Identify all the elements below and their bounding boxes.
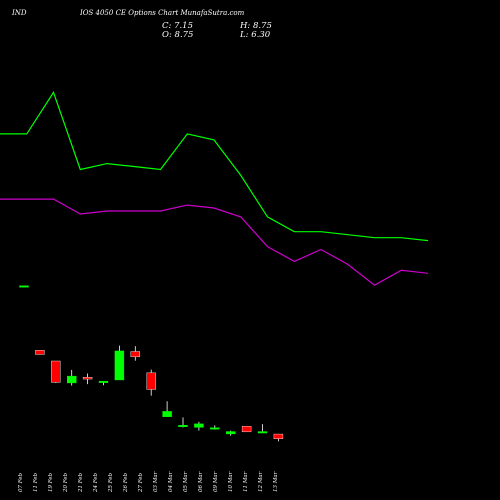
candle-body [35, 350, 45, 355]
candle-body [130, 351, 141, 358]
candles [19, 285, 284, 442]
x-tick-label: 10 Mar [228, 471, 234, 492]
open-readout: O: 8.75 [162, 30, 193, 40]
candle [241, 426, 252, 433]
x-tick-label: 11 Feb [33, 472, 39, 492]
candle-body [146, 372, 156, 390]
title-right: IOS 4050 CE Options Chart MunafaSutra.co… [79, 9, 245, 17]
x-tick-label: 07 Feb [18, 472, 24, 492]
x-tick-label: 09 Mar [213, 471, 219, 492]
candle-body [82, 377, 93, 380]
candle-body [66, 375, 77, 384]
ma-slow-line [0, 198, 429, 286]
x-tick-label: 20 Feb [63, 472, 69, 493]
x-tick-label: 24 Feb [93, 472, 99, 493]
candle-body [210, 427, 220, 430]
candle [130, 346, 141, 361]
candle [98, 380, 109, 386]
candle-body [273, 433, 284, 440]
candle-body [241, 426, 252, 433]
candle [178, 417, 188, 428]
low-readout: L: 6.30 [239, 30, 271, 40]
x-tick-label: 04 Mar [168, 471, 174, 492]
candle-body [98, 380, 109, 383]
candle [210, 425, 220, 430]
high-readout: H: 8.75 [239, 21, 272, 31]
x-tick-label: 19 Feb [48, 472, 54, 492]
title-left: IND [11, 9, 27, 17]
x-tick-label: 26 Feb [123, 472, 129, 493]
candle-body [194, 423, 204, 428]
x-tick-label: 12 Mar [258, 471, 264, 492]
candle [273, 433, 284, 442]
candle [35, 350, 45, 355]
candle-body [162, 411, 172, 417]
x-axis-ticks: 07 Feb 11 Feb 19 Feb 20 Feb 21 Feb 24 Feb 25 F… [18, 471, 279, 493]
candle-body [114, 350, 125, 381]
candle [146, 369, 156, 396]
x-tick-label: 21 Feb [78, 472, 84, 493]
x-tick-label: 25 Feb [108, 472, 114, 493]
candle [66, 369, 77, 386]
x-tick-label: 11 Mar [243, 471, 249, 492]
candle-body [257, 431, 268, 434]
candle [257, 424, 268, 434]
candle [162, 401, 172, 417]
x-tick-label: 13 Mar [273, 471, 279, 492]
x-tick-label: 05 Mar [183, 471, 189, 492]
candle [225, 430, 236, 436]
candle-body [19, 285, 29, 288]
candle-body [51, 360, 61, 383]
moving-averages [0, 91, 429, 286]
x-tick-label: 27 Feb [138, 472, 144, 493]
x-tick-label: 03 Mar [153, 471, 159, 492]
candle [82, 373, 93, 385]
candle [19, 285, 29, 288]
candle-body [225, 431, 236, 435]
candle [51, 360, 61, 383]
close-readout: C: 7.15 [162, 21, 193, 31]
ma-fast-line [0, 91, 429, 242]
candle-body [178, 425, 188, 428]
candle [194, 421, 204, 431]
x-tick-label: 06 Mar [198, 471, 204, 492]
candle [114, 345, 125, 381]
